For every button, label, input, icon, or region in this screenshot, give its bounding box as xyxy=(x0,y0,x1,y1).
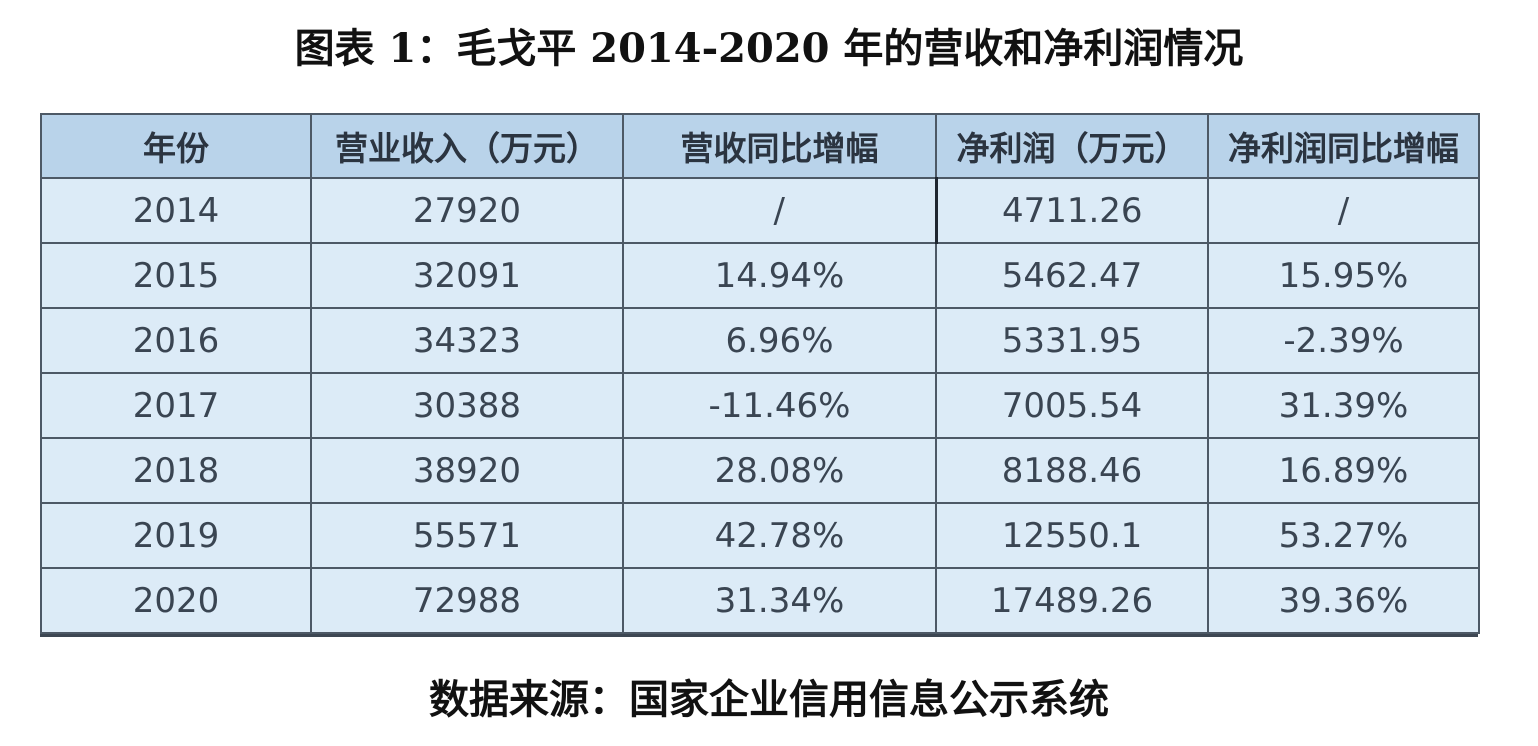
header-revenue: 营业收入（万元） xyxy=(310,113,624,179)
cell-revenue: 72988 xyxy=(310,567,624,634)
cell-net-profit: 7005.54 xyxy=(935,372,1209,439)
cell-year: 2020 xyxy=(40,567,312,634)
table-row: 2017 30388 -11.46% 7005.54 31.39% xyxy=(40,372,1480,439)
cell-revenue-growth: 14.94% xyxy=(622,242,937,309)
cell-net-profit-growth: 16.89% xyxy=(1207,437,1480,504)
cell-revenue: 34323 xyxy=(310,307,624,374)
header-year: 年份 xyxy=(40,113,312,179)
table-row: 2018 38920 28.08% 8188.46 16.89% xyxy=(40,437,1480,504)
cell-net-profit-growth: 53.27% xyxy=(1207,502,1480,569)
cell-net-profit: 17489.26 xyxy=(935,567,1209,634)
cell-revenue: 38920 xyxy=(310,437,624,504)
cell-net-profit-growth: / xyxy=(1207,177,1480,244)
data-source-note: 数据来源：国家企业信用信息公示系统 xyxy=(429,676,1109,723)
cell-net-profit: 8188.46 xyxy=(935,437,1209,504)
cell-net-profit-growth: 31.39% xyxy=(1207,372,1480,439)
cell-revenue-growth: 31.34% xyxy=(622,567,937,634)
cell-year: 2017 xyxy=(40,372,312,439)
cell-revenue: 32091 xyxy=(310,242,624,309)
cell-revenue-growth: 28.08% xyxy=(622,437,937,504)
table-row: 2019 55571 42.78% 12550.1 53.27% xyxy=(40,502,1480,569)
cell-year: 2019 xyxy=(40,502,312,569)
cell-year: 2018 xyxy=(40,437,312,504)
cell-revenue-growth: -11.46% xyxy=(622,372,937,439)
table-row: 2016 34323 6.96% 5331.95 -2.39% xyxy=(40,307,1480,374)
cell-year: 2015 xyxy=(40,242,312,309)
cell-net-profit-growth: -2.39% xyxy=(1207,307,1480,374)
figure-title: 图表 1：毛戈平 2014-2020 年的营收和净利润情况 xyxy=(294,25,1244,72)
header-revenue-growth: 营收同比增幅 xyxy=(622,113,937,179)
cell-net-profit: 12550.1 xyxy=(935,502,1209,569)
table-row: 2014 27920 / 4711.26 / xyxy=(40,177,1480,244)
cell-revenue: 27920 xyxy=(310,177,624,244)
cell-revenue: 55571 xyxy=(310,502,624,569)
header-net-profit-growth: 净利润同比增幅 xyxy=(1207,113,1480,179)
cell-net-profit-growth: 15.95% xyxy=(1207,242,1480,309)
revenue-profit-table-container: 年份 营业收入（万元） 营收同比增幅 净利润（万元） 净利润同比增幅 2014 … xyxy=(40,113,1480,637)
cell-revenue: 30388 xyxy=(310,372,624,439)
cell-revenue-growth: / xyxy=(622,177,937,244)
cell-net-profit: 5462.47 xyxy=(935,242,1209,309)
revenue-profit-table: 年份 营业收入（万元） 营收同比增幅 净利润（万元） 净利润同比增幅 2014 … xyxy=(40,113,1480,634)
header-net-profit: 净利润（万元） xyxy=(935,113,1209,179)
cell-net-profit: 4711.26 xyxy=(934,177,1209,244)
table-header-row: 年份 营业收入（万元） 营收同比增幅 净利润（万元） 净利润同比增幅 xyxy=(40,113,1480,179)
cell-net-profit-growth: 39.36% xyxy=(1207,567,1480,634)
table-row: 2015 32091 14.94% 5462.47 15.95% xyxy=(40,242,1480,309)
cell-net-profit: 5331.95 xyxy=(935,307,1209,374)
table-row: 2020 72988 31.34% 17489.26 39.36% xyxy=(40,567,1480,634)
cell-revenue-growth: 42.78% xyxy=(622,502,937,569)
cell-year: 2016 xyxy=(40,307,312,374)
cell-year: 2014 xyxy=(40,177,312,244)
cell-revenue-growth: 6.96% xyxy=(622,307,937,374)
